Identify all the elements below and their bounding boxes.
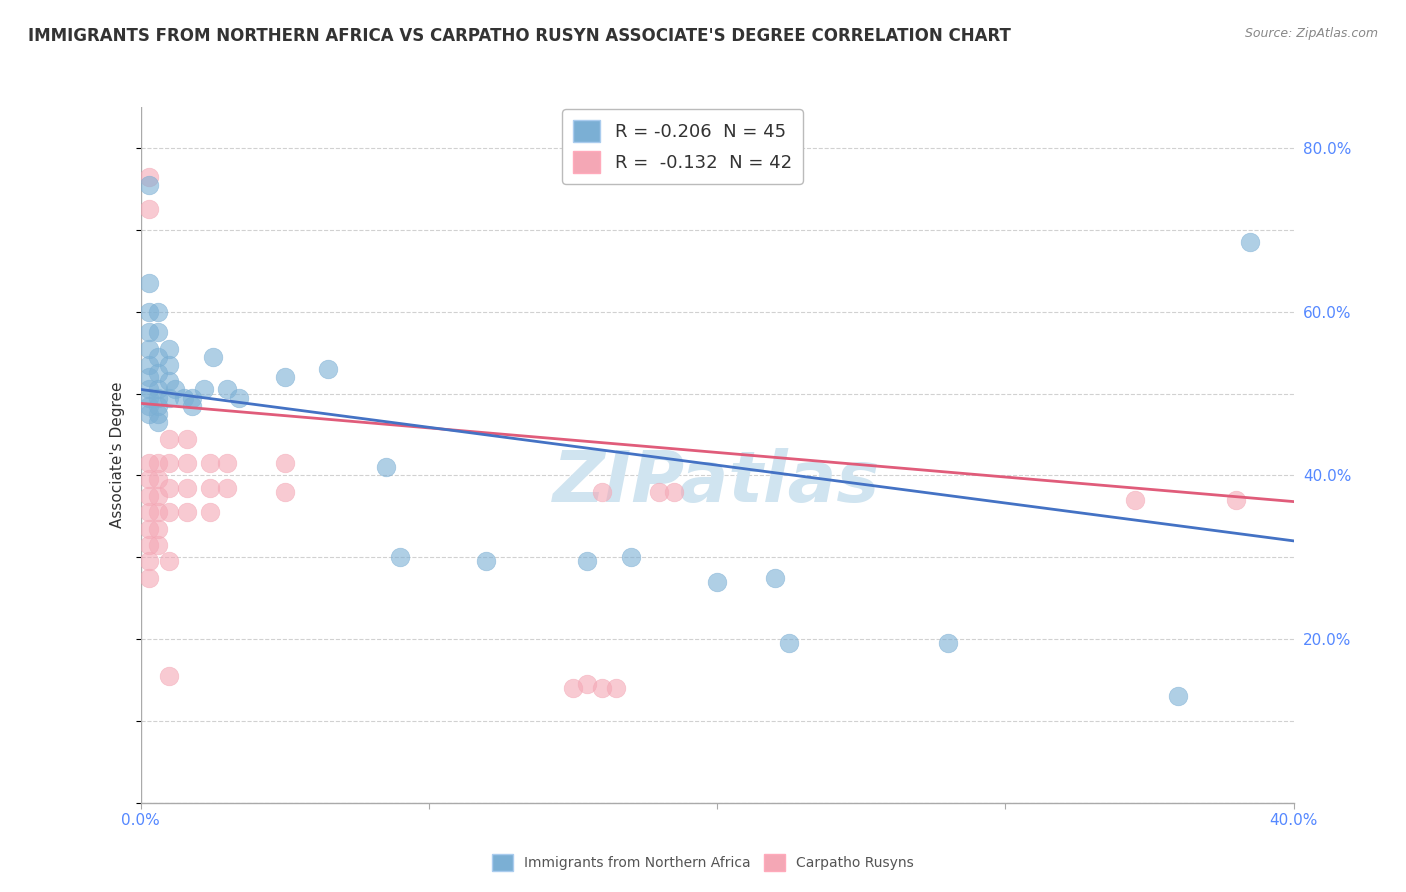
Point — [146, 350, 169, 364]
Point — [146, 383, 169, 397]
Point — [138, 383, 160, 397]
Point — [138, 342, 160, 356]
Point — [1225, 492, 1247, 507]
Point — [591, 484, 613, 499]
Point — [591, 681, 613, 696]
Point — [138, 505, 160, 519]
Point — [176, 456, 198, 470]
Point — [1167, 690, 1189, 704]
Point — [763, 571, 786, 585]
Point — [159, 374, 180, 388]
Text: Source: ZipAtlas.com: Source: ZipAtlas.com — [1244, 27, 1378, 40]
Point — [1239, 235, 1261, 249]
Point — [138, 407, 160, 421]
Point — [176, 505, 198, 519]
Point — [146, 415, 169, 429]
Text: IMMIGRANTS FROM NORTHERN AFRICA VS CARPATHO RUSYN ASSOCIATE'S DEGREE CORRELATION: IMMIGRANTS FROM NORTHERN AFRICA VS CARPA… — [28, 27, 1011, 45]
Point — [138, 358, 160, 372]
Point — [475, 554, 498, 568]
Point — [159, 358, 180, 372]
Point — [576, 677, 599, 691]
Point — [274, 484, 297, 499]
Point — [146, 391, 169, 405]
Point — [159, 342, 180, 356]
Legend: Immigrants from Northern Africa, Carpatho Rusyns: Immigrants from Northern Africa, Carpath… — [486, 848, 920, 876]
Point — [165, 383, 187, 397]
Point — [159, 391, 180, 405]
Point — [1123, 492, 1146, 507]
Point — [388, 550, 411, 565]
Point — [176, 481, 198, 495]
Point — [198, 456, 221, 470]
Point — [316, 362, 339, 376]
Point — [138, 178, 160, 192]
Point — [662, 484, 685, 499]
Legend: R = -0.206  N = 45, R =  -0.132  N = 42: R = -0.206 N = 45, R = -0.132 N = 42 — [562, 109, 803, 184]
Point — [146, 325, 169, 339]
Point — [146, 538, 169, 552]
Point — [201, 350, 224, 364]
Point — [146, 407, 169, 421]
Point — [374, 460, 396, 475]
Point — [146, 456, 169, 470]
Point — [562, 681, 585, 696]
Point — [228, 391, 250, 405]
Point — [217, 481, 239, 495]
Point — [146, 399, 169, 413]
Point — [138, 489, 160, 503]
Point — [146, 522, 169, 536]
Point — [706, 574, 728, 589]
Point — [138, 554, 160, 568]
Point — [181, 399, 204, 413]
Point — [198, 481, 221, 495]
Point — [146, 489, 169, 503]
Point — [217, 456, 239, 470]
Point — [198, 505, 221, 519]
Point — [605, 681, 627, 696]
Point — [138, 370, 160, 384]
Point — [159, 505, 180, 519]
Point — [138, 391, 160, 405]
Point — [159, 432, 180, 446]
Point — [159, 481, 180, 495]
Point — [159, 669, 180, 683]
Point — [138, 325, 160, 339]
Point — [274, 370, 297, 384]
Point — [274, 456, 297, 470]
Point — [138, 276, 160, 290]
Point — [193, 383, 215, 397]
Point — [159, 554, 180, 568]
Point — [936, 636, 959, 650]
Point — [138, 399, 160, 413]
Point — [576, 554, 599, 568]
Point — [138, 202, 160, 217]
Text: ZIPatlas: ZIPatlas — [554, 449, 880, 517]
Point — [176, 432, 198, 446]
Point — [138, 169, 160, 184]
Point — [181, 391, 204, 405]
Point — [159, 456, 180, 470]
Point — [138, 456, 160, 470]
Point — [138, 571, 160, 585]
Point — [778, 636, 800, 650]
Point — [138, 538, 160, 552]
Point — [138, 522, 160, 536]
Point — [146, 505, 169, 519]
Point — [146, 304, 169, 318]
Point — [619, 550, 641, 565]
Point — [146, 473, 169, 487]
Point — [146, 366, 169, 380]
Y-axis label: Associate's Degree: Associate's Degree — [110, 382, 125, 528]
Point — [648, 484, 671, 499]
Point — [138, 304, 160, 318]
Point — [173, 391, 195, 405]
Point — [217, 383, 239, 397]
Point — [138, 473, 160, 487]
